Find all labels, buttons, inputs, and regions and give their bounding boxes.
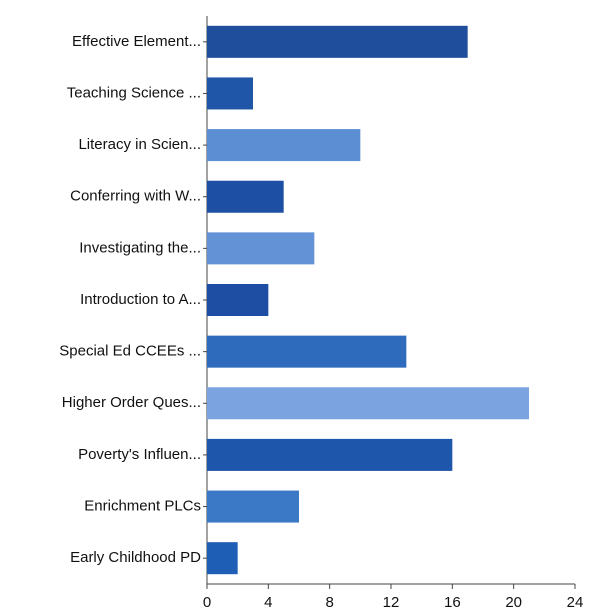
x-tick-label: 16	[444, 594, 461, 611]
y-tick-label: Introduction to A...	[80, 291, 201, 308]
bar	[207, 25, 468, 58]
bar	[207, 438, 453, 471]
y-tick-label: Higher Order Ques...	[62, 394, 201, 411]
y-tick-label: Special Ed CCEEs ...	[59, 343, 201, 360]
x-tick-label: 12	[383, 594, 400, 611]
x-tick-label: 20	[505, 594, 522, 611]
x-tick-label: 8	[325, 594, 333, 611]
y-tick-label: Enrichment PLCs	[84, 498, 201, 515]
bar	[207, 490, 299, 523]
y-tick-label: Investigating the...	[79, 239, 201, 256]
y-tick-label: Conferring with W...	[70, 188, 201, 205]
bar	[207, 129, 361, 162]
y-tick-label: Early Childhood PD	[70, 549, 201, 566]
bar	[207, 335, 407, 368]
bar	[207, 283, 269, 317]
y-tick-label: Teaching Science ...	[67, 84, 201, 101]
y-tick-label: Poverty's Influen...	[78, 446, 201, 463]
x-tick-label: 0	[203, 594, 211, 611]
bar	[207, 542, 238, 575]
y-tick-label: Effective Element...	[72, 33, 201, 50]
bar	[207, 387, 529, 420]
y-tick-label: Literacy in Scien...	[78, 136, 201, 153]
x-tick-label: 4	[264, 594, 272, 611]
bar	[207, 77, 253, 110]
bar	[207, 232, 315, 265]
x-tick-label: 24	[567, 594, 584, 611]
bar	[207, 180, 284, 213]
